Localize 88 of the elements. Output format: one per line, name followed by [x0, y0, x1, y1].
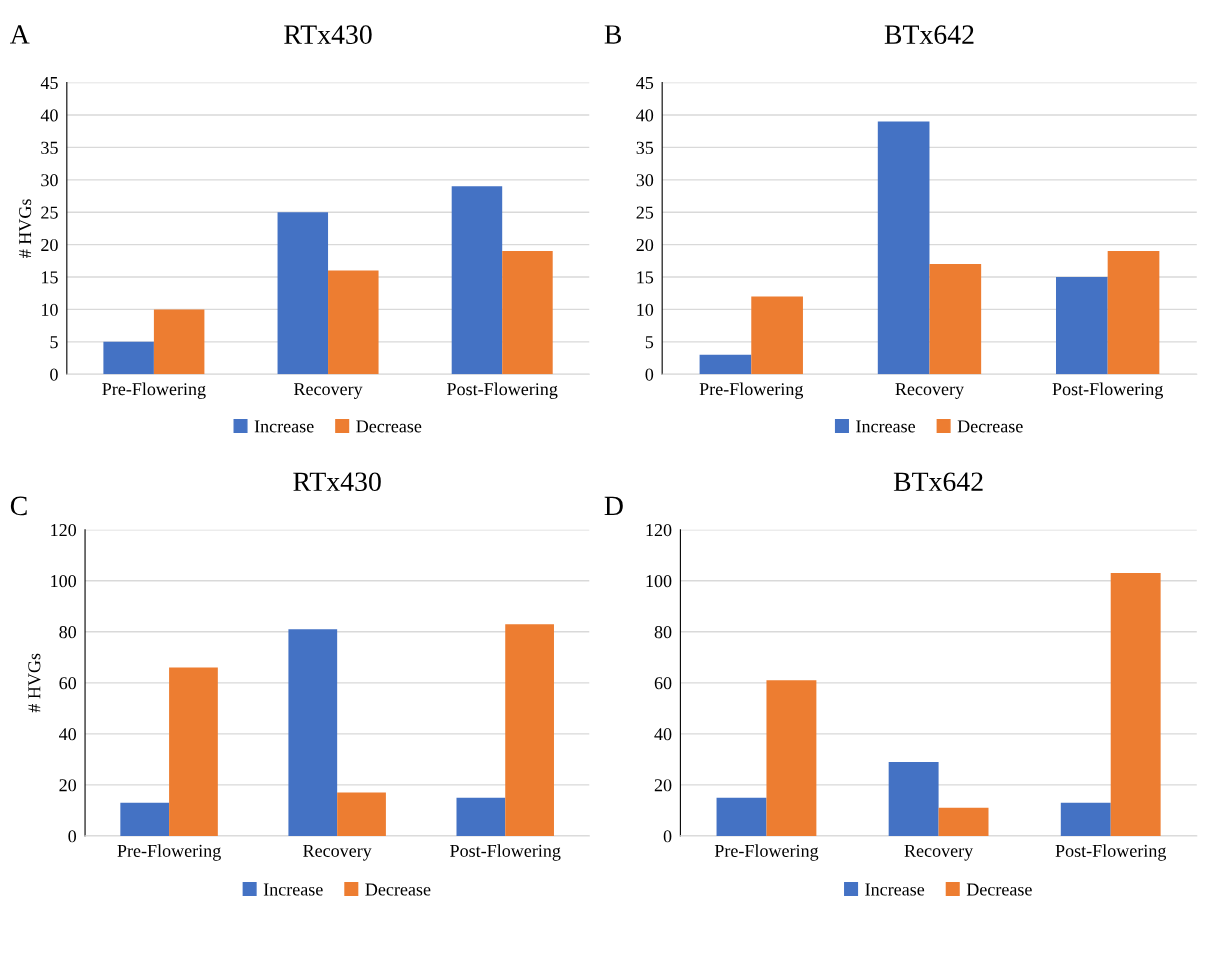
legend-label: Decrease [966, 883, 1032, 896]
y-tick-label: 35 [636, 141, 654, 154]
bar [1060, 802, 1111, 836]
y-tick-label: 25 [636, 206, 654, 219]
x-tick-label: Recovery [895, 383, 964, 399]
y-tick-label: 15 [637, 271, 654, 284]
text: D [604, 496, 623, 516]
bar [888, 761, 939, 836]
y-tick-label: 80 [59, 626, 77, 639]
y-axis-title: # HVGs [28, 653, 41, 713]
y-tick-label: 45 [636, 77, 654, 90]
y-tick-label: 10 [637, 303, 654, 316]
bar [169, 667, 218, 836]
y-tick-label: 5 [50, 336, 58, 349]
y-tick-label: 15 [42, 271, 58, 284]
bar [1107, 251, 1160, 375]
y-tick-label: 25 [41, 206, 58, 219]
x-tick-label: Post-Flowering [1055, 844, 1167, 861]
bar [505, 624, 554, 836]
x-tick-label: Pre-Flowering [102, 382, 206, 399]
x-tick-label: Post-Flowering [450, 844, 561, 861]
y-tick-label: 100 [51, 575, 77, 588]
y-axis-title: # HVGs [19, 199, 32, 258]
y-tick-label: 35 [41, 141, 58, 154]
x-tick-label: Recovery [293, 383, 363, 399]
y-tick-label: 0 [50, 368, 58, 381]
bar [328, 270, 379, 375]
y-tick-label: 20 [636, 238, 654, 252]
y-tick-label: 40 [636, 109, 654, 122]
bar [716, 797, 767, 836]
bar [751, 296, 803, 375]
y-tick-label: 10 [42, 303, 58, 316]
bar [120, 802, 170, 836]
y-tick-label: 20 [41, 238, 58, 252]
chart-title: RTx430 [284, 25, 372, 44]
bar [288, 629, 338, 836]
y-tick-label: 40 [654, 728, 672, 741]
bar [153, 309, 205, 375]
bar [877, 121, 930, 375]
y-tick-label: 45 [40, 77, 58, 90]
bar [277, 212, 329, 375]
legend-label: Decrease [365, 883, 431, 896]
legend-label: Increase [254, 420, 314, 433]
bar [929, 264, 982, 375]
text: A [9, 25, 30, 44]
bar [103, 341, 154, 375]
x-tick-label: Post-Flowering [1052, 382, 1164, 399]
y-tick-label: 40 [59, 728, 77, 741]
y-tick-label: 60 [654, 677, 672, 690]
y-tick-label: 100 [646, 575, 672, 588]
y-tick-label: 120 [51, 524, 77, 537]
chart-title: RTx430 [293, 472, 381, 492]
y-tick-label: 80 [654, 626, 672, 639]
text: C [10, 496, 27, 516]
y-tick-label: 40 [40, 109, 58, 122]
y-tick-label: 5 [645, 336, 654, 349]
chart-title: BTx642 [884, 25, 974, 44]
x-tick-label: Pre-Flowering [117, 844, 221, 861]
legend-label: Increase [865, 883, 925, 896]
x-tick-label: Post-Flowering [447, 382, 558, 399]
legend-label: Increase [856, 420, 916, 433]
y-tick-label: 20 [654, 779, 672, 792]
bar [1056, 277, 1108, 375]
legend-label: Decrease [356, 420, 422, 433]
y-tick-label: 20 [59, 779, 77, 792]
bar [699, 354, 752, 375]
bar [502, 251, 553, 375]
text: B [604, 25, 622, 44]
bar [766, 680, 817, 836]
x-tick-label: Recovery [904, 844, 974, 861]
legend-label: Increase [263, 883, 323, 896]
y-tick-label: 120 [646, 524, 672, 537]
legend-label: Decrease [957, 420, 1023, 433]
bar [451, 186, 503, 375]
bar [456, 797, 506, 836]
bar [337, 792, 386, 836]
y-tick-label: 0 [68, 830, 77, 843]
y-tick-label: 30 [636, 174, 654, 187]
y-tick-label: 30 [41, 174, 58, 187]
y-tick-label: 0 [645, 368, 654, 381]
bar [938, 807, 989, 836]
x-tick-label: Pre-Flowering [714, 844, 819, 861]
y-tick-label: 0 [663, 830, 672, 843]
x-tick-label: Recovery [303, 844, 372, 861]
x-tick-label: Pre-Flowering [699, 382, 804, 399]
y-tick-label: 60 [59, 677, 77, 690]
bar [1110, 573, 1161, 836]
chart-title: BTx642 [893, 472, 983, 492]
